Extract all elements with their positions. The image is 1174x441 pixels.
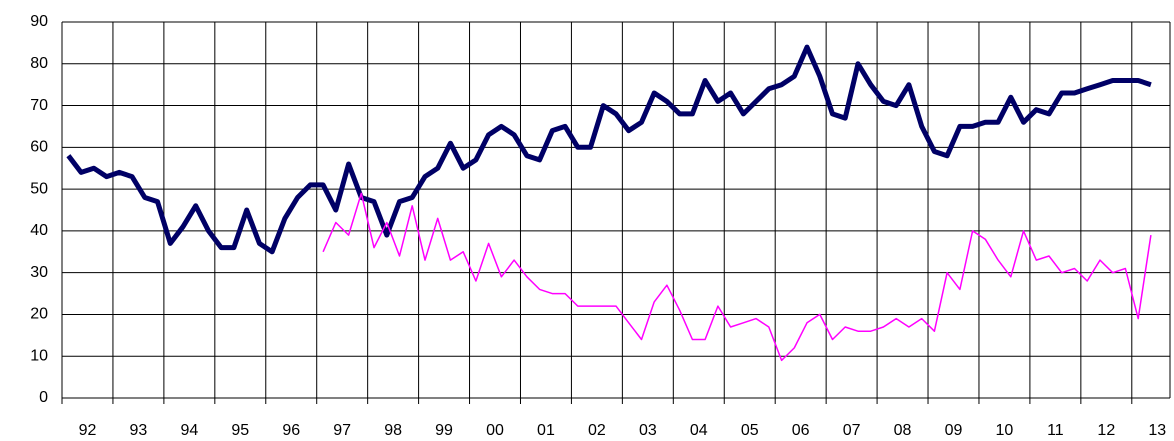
series-line bbox=[66, 44, 1152, 255]
x-tick-label: 12 bbox=[1097, 422, 1115, 439]
x-tick-label: 98 bbox=[384, 422, 402, 439]
x-tick-label: 94 bbox=[180, 422, 198, 439]
y-tick-label: 50 bbox=[30, 180, 48, 197]
x-tick-label: 99 bbox=[435, 422, 453, 439]
x-tick-label: 09 bbox=[945, 422, 963, 439]
y-tick-label: 0 bbox=[39, 389, 48, 406]
y-tick-label: 80 bbox=[30, 55, 48, 72]
x-tick-label: 05 bbox=[741, 422, 759, 439]
y-tick-label: 30 bbox=[30, 264, 48, 281]
x-tick-label: 06 bbox=[792, 422, 810, 439]
x-tick-label: 00 bbox=[486, 422, 504, 439]
x-tick-label: 10 bbox=[996, 422, 1014, 439]
series-line bbox=[322, 192, 1152, 362]
x-tick-label: 02 bbox=[588, 422, 606, 439]
x-tick-label: 95 bbox=[231, 422, 249, 439]
x-tick-label: 97 bbox=[333, 422, 351, 439]
y-tick-label: 40 bbox=[30, 222, 48, 239]
x-tick-label: 11 bbox=[1047, 422, 1064, 439]
y-tick-label: 70 bbox=[30, 97, 48, 114]
y-tick-label: 90 bbox=[30, 13, 48, 30]
y-tick-label: 60 bbox=[30, 139, 48, 156]
x-tick-label: 92 bbox=[79, 422, 97, 439]
x-tick-label: 01 bbox=[537, 422, 555, 439]
x-tick-label: 04 bbox=[690, 422, 708, 439]
x-tick-label: 07 bbox=[843, 422, 861, 439]
y-tick-label: 10 bbox=[30, 347, 48, 364]
y-tick-label: 20 bbox=[30, 306, 48, 323]
x-tick-label: 03 bbox=[639, 422, 657, 439]
x-tick-label: 96 bbox=[282, 422, 300, 439]
x-tick-label: 08 bbox=[894, 422, 912, 439]
x-tick-label: 13 bbox=[1148, 422, 1166, 439]
x-tick-label: 93 bbox=[130, 422, 148, 439]
